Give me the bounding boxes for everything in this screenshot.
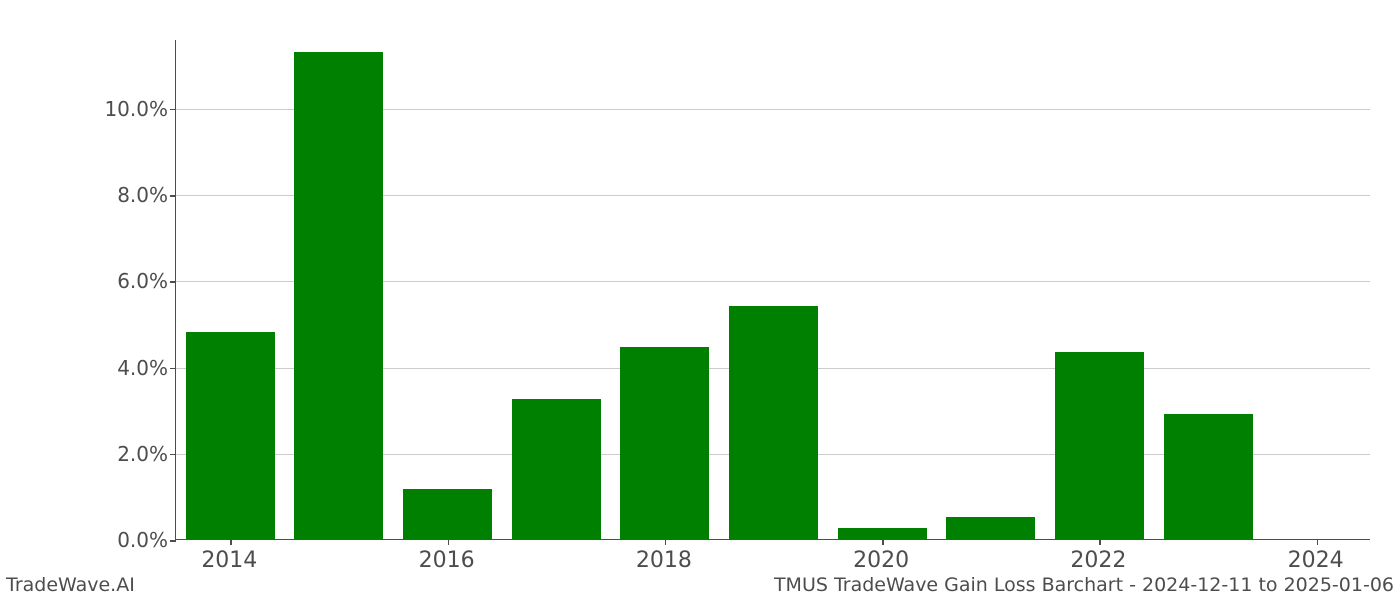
y-tick-label: 4.0% xyxy=(68,356,168,380)
bar xyxy=(729,306,818,539)
bar xyxy=(403,489,492,539)
gain-loss-barchart: TradeWave.AI TMUS TradeWave Gain Loss Ba… xyxy=(0,0,1400,600)
y-tick-mark xyxy=(170,540,176,542)
y-tick-label: 0.0% xyxy=(68,528,168,552)
x-tick-label: 2022 xyxy=(1070,548,1126,573)
bar xyxy=(620,347,709,539)
y-tick-mark xyxy=(170,281,176,283)
x-tick-label: 2024 xyxy=(1288,548,1344,573)
bar xyxy=(838,528,927,539)
x-tick-mark xyxy=(1317,539,1319,545)
x-tick-label: 2018 xyxy=(636,548,692,573)
bar xyxy=(186,332,275,539)
y-tick-mark xyxy=(170,109,176,111)
bar xyxy=(946,517,1035,539)
x-tick-label: 2020 xyxy=(853,548,909,573)
x-tick-label: 2014 xyxy=(201,548,257,573)
x-tick-label: 2016 xyxy=(419,548,475,573)
bar xyxy=(512,399,601,539)
bar xyxy=(294,52,383,539)
x-tick-mark xyxy=(1099,539,1101,545)
y-tick-mark xyxy=(170,454,176,456)
bar xyxy=(1055,352,1144,540)
watermark: TradeWave.AI xyxy=(6,574,135,596)
plot-area xyxy=(175,40,1370,540)
y-tick-label: 2.0% xyxy=(68,442,168,466)
y-tick-label: 6.0% xyxy=(68,269,168,293)
x-tick-mark xyxy=(448,539,450,545)
y-tick-mark xyxy=(170,195,176,197)
x-tick-mark xyxy=(230,539,232,545)
chart-title: TMUS TradeWave Gain Loss Barchart - 2024… xyxy=(774,574,1394,596)
y-tick-mark xyxy=(170,368,176,370)
y-tick-label: 10.0% xyxy=(68,97,168,121)
bar xyxy=(1164,414,1253,539)
x-tick-mark xyxy=(882,539,884,545)
x-tick-mark xyxy=(665,539,667,545)
y-tick-label: 8.0% xyxy=(68,183,168,207)
